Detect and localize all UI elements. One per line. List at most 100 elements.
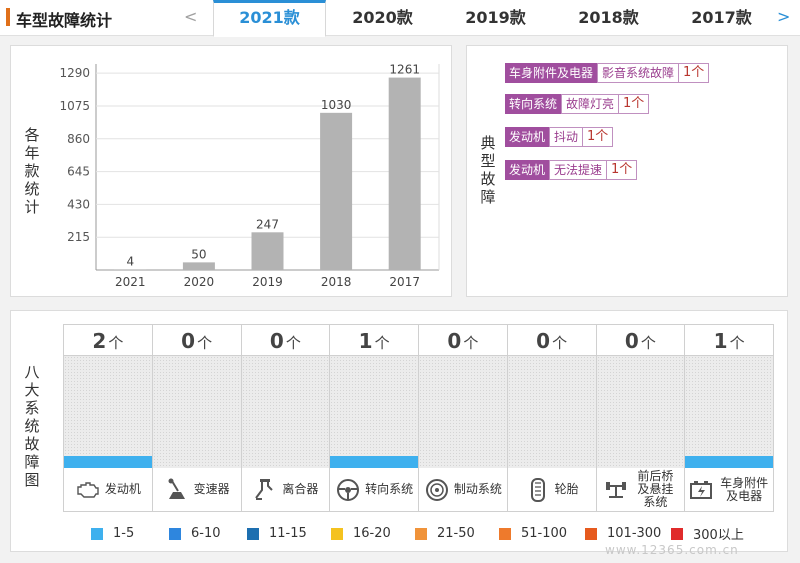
steering-wheel-icon (337, 478, 360, 501)
bar (388, 77, 421, 270)
count-unit: 个 (108, 334, 124, 352)
tab-2020[interactable]: 2020款 (352, 8, 413, 27)
fault-count: 1个 (679, 63, 710, 83)
bar (114, 269, 147, 270)
chart-ylabel: 各年款统计 (24, 126, 40, 216)
system-name: 转向系统 (365, 482, 414, 496)
count-unit: 个 (552, 334, 568, 352)
legend-item: 6-10 (169, 524, 247, 543)
y-tick-label: 1290 (59, 66, 90, 80)
system-footer: 车身附件及电器 (685, 468, 773, 512)
y-tick-label: 215 (67, 230, 90, 244)
legend-label: 21-50 (437, 526, 475, 541)
bar-value-label: 1030 (321, 98, 352, 112)
system-heat-cell (152, 356, 241, 468)
legend-item: 16-20 (331, 524, 415, 543)
fault-item[interactable]: 转向系统 故障灯亮 1个 (505, 94, 650, 114)
year-tabs: 2021款 2020款 2019款 2018款 2017款 (213, 0, 778, 37)
title-accent-mark (6, 8, 10, 26)
tab-2019[interactable]: 2019款 (465, 8, 526, 27)
legend-swatch (331, 527, 343, 540)
count-number: 0 (447, 329, 462, 353)
x-tick-label: 2020 (184, 275, 215, 289)
level-legend: 1-5 6-10 11-15 16-20 21-50 51-100 101-30… (91, 524, 757, 543)
bar-value-label: 1261 (389, 63, 420, 77)
legend-swatch (415, 527, 427, 540)
system-name: 轮胎 (554, 482, 579, 496)
system-footer: 轮胎 (507, 468, 596, 512)
legend-item: 21-50 (415, 524, 499, 543)
fault-description: 无法提速 (549, 160, 608, 180)
tire-icon (530, 477, 545, 502)
legend-label: 1-5 (113, 526, 135, 541)
tab-2021[interactable]: 2021款 (213, 0, 326, 37)
watermark: www.12365.com.cn (605, 543, 739, 557)
y-tick-label: 860 (67, 132, 90, 146)
tab-2018[interactable]: 2018款 (578, 8, 639, 27)
page-title: 车型故障统计 (16, 11, 113, 30)
legend-swatch (247, 527, 259, 540)
count-unit: 个 (729, 334, 745, 352)
typical-faults-label: 典型故障 (480, 134, 496, 206)
count-number: 0 (181, 329, 196, 353)
tab-2017[interactable]: 2017款 (691, 8, 752, 27)
count-number: 0 (269, 329, 284, 353)
legend-swatch (585, 527, 597, 540)
system-footer: 转向系统 (330, 468, 418, 512)
system-name: 制动系统 (453, 482, 502, 496)
legend-label: 101-300 (607, 526, 662, 541)
fault-category: 发动机 (505, 160, 550, 180)
system-footer: 离合器 (241, 468, 330, 512)
fault-description: 故障灯亮 (561, 94, 620, 114)
legend-item: 51-100 (499, 524, 585, 543)
legend-item: 1-5 (91, 524, 169, 543)
system-name: 前后桥及悬挂系统 (637, 469, 674, 509)
count-unit: 个 (463, 334, 479, 352)
prev-arrow-icon[interactable]: < (184, 7, 198, 26)
battery-electrical-icon (690, 480, 713, 499)
fault-item[interactable]: 发动机 抖动 1个 (505, 127, 614, 147)
fault-item[interactable]: 发动机 无法提速 1个 (505, 160, 638, 180)
legend-item: 11-15 (247, 524, 331, 543)
legend-item: 101-300 (585, 524, 671, 543)
level-bar (64, 456, 152, 468)
fault-category: 发动机 (505, 127, 550, 147)
level-bar (685, 456, 773, 468)
fault-item[interactable]: 车身附件及电器 影音系统故障 1个 (505, 63, 710, 83)
next-arrow-icon[interactable]: > (777, 7, 791, 26)
system-name: 变速器 (193, 482, 230, 496)
fault-count: 1个 (607, 160, 638, 180)
system-heat-cell (241, 356, 330, 468)
system-name: 发动机 (104, 482, 141, 496)
engine-icon (77, 481, 99, 498)
system-heat-cell (507, 356, 596, 468)
typical-faults-panel: 典型故障 车身附件及电器 影音系统故障 1个 转向系统 故障灯亮 1个 发动机 … (466, 45, 788, 297)
x-tick-label: 2019 (252, 275, 283, 289)
count-unit: 个 (640, 334, 656, 352)
legend-swatch (169, 527, 181, 540)
y-tick-label: 645 (67, 165, 90, 179)
legend-item: 300以上 (671, 524, 757, 543)
clutch-icon (255, 478, 274, 500)
system-heat-cell (419, 356, 507, 468)
level-bar (330, 456, 418, 468)
axle-suspension-icon (606, 481, 627, 498)
system-footer: 制动系统 (419, 468, 507, 512)
bar-value-label: 4 (126, 254, 134, 268)
legend-swatch (91, 527, 103, 540)
system-heat-cell (330, 356, 418, 468)
brake-disc-icon (425, 478, 448, 501)
bar (182, 262, 215, 270)
fault-category: 转向系统 (505, 94, 562, 114)
